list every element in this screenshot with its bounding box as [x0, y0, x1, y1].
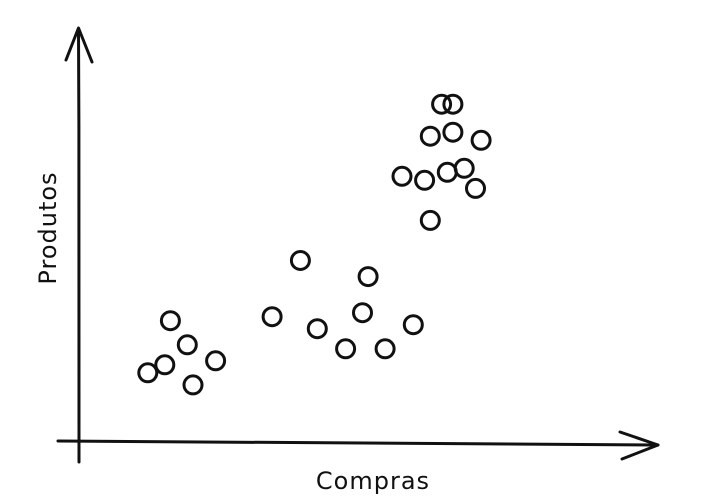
- data-point-23: [453, 157, 475, 179]
- data-point-1: [137, 362, 159, 384]
- data-point-17: [419, 209, 441, 231]
- x-axis-line: [56, 439, 660, 447]
- data-points: [137, 93, 492, 396]
- data-point-2: [154, 354, 176, 376]
- data-point-8: [289, 250, 311, 271]
- data-point-7: [261, 306, 283, 328]
- data-point-18: [419, 125, 441, 147]
- data-point-22: [442, 93, 464, 115]
- x-axis-arrowhead: [618, 430, 660, 461]
- y-axis-arrowhead: [64, 26, 94, 64]
- data-point-3: [159, 310, 181, 332]
- x-axis-title: Compras: [316, 467, 430, 495]
- data-point-25: [470, 129, 492, 151]
- data-point-15: [391, 165, 413, 187]
- y-axis-title: Produtos: [34, 171, 62, 284]
- data-point-13: [374, 338, 396, 360]
- data-point-24: [465, 177, 486, 199]
- data-point-10: [335, 338, 357, 360]
- y-axis-line: [77, 28, 81, 464]
- data-point-12: [357, 266, 379, 288]
- data-point-4: [176, 334, 198, 356]
- data-point-5: [182, 374, 204, 396]
- data-point-6: [205, 350, 227, 372]
- data-point-19: [431, 93, 453, 115]
- data-point-14: [402, 314, 424, 336]
- data-point-11: [352, 302, 373, 324]
- data-point-16: [414, 169, 436, 191]
- data-point-9: [306, 318, 328, 340]
- data-point-20: [436, 161, 458, 183]
- data-point-21: [442, 121, 464, 143]
